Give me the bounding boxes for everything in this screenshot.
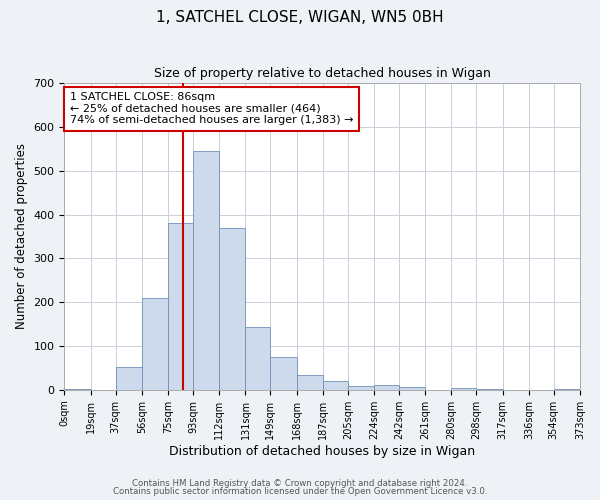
Bar	[399, 387, 425, 390]
Text: Contains public sector information licensed under the Open Government Licence v3: Contains public sector information licen…	[113, 487, 487, 496]
Bar	[451, 388, 476, 390]
Bar	[168, 224, 193, 390]
Bar	[193, 151, 219, 390]
Bar	[476, 389, 503, 390]
Bar	[348, 386, 374, 390]
Bar	[219, 228, 245, 390]
Bar	[116, 367, 142, 390]
X-axis label: Distribution of detached houses by size in Wigan: Distribution of detached houses by size …	[169, 444, 475, 458]
Y-axis label: Number of detached properties: Number of detached properties	[15, 144, 28, 330]
Bar	[374, 386, 399, 390]
Bar	[142, 298, 168, 390]
Bar	[271, 357, 296, 390]
Bar	[323, 381, 348, 390]
Title: Size of property relative to detached houses in Wigan: Size of property relative to detached ho…	[154, 68, 491, 80]
Text: 1, SATCHEL CLOSE, WIGAN, WN5 0BH: 1, SATCHEL CLOSE, WIGAN, WN5 0BH	[156, 10, 444, 25]
Bar	[245, 327, 271, 390]
Bar	[296, 376, 323, 390]
Text: 1 SATCHEL CLOSE: 86sqm
← 25% of detached houses are smaller (464)
74% of semi-de: 1 SATCHEL CLOSE: 86sqm ← 25% of detached…	[70, 92, 353, 126]
Bar	[554, 389, 580, 390]
Bar	[64, 389, 91, 390]
Text: Contains HM Land Registry data © Crown copyright and database right 2024.: Contains HM Land Registry data © Crown c…	[132, 478, 468, 488]
